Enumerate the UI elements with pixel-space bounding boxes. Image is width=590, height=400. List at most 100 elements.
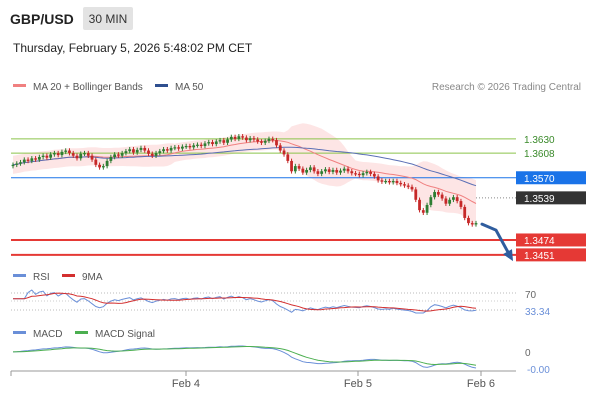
candle-body-30: [124, 151, 128, 154]
symbol-title: GBP/USD: [10, 11, 74, 27]
candle-body-90: [350, 171, 354, 174]
candle-body-14: [64, 150, 68, 152]
candle-body-41: [165, 149, 169, 151]
candle-body-53: [211, 142, 214, 145]
candle-body-17: [75, 155, 79, 159]
candle-body-42: [169, 147, 173, 151]
candle-body-21: [90, 155, 94, 160]
forecast-arrow: [480, 222, 513, 262]
candle-body-104: [403, 184, 406, 186]
candle-body-84: [327, 169, 331, 172]
candle-body-92: [357, 173, 361, 176]
rsi-tick-value: 33.34: [525, 307, 550, 318]
candle-body-72: [282, 150, 286, 155]
candle-body-70: [275, 140, 278, 146]
candle-body-39: [158, 151, 162, 154]
candle-body-62: [244, 137, 248, 141]
candle-body-65: [256, 139, 260, 142]
candle-body-28: [116, 154, 120, 156]
candle-body-18: [79, 153, 83, 159]
level-tag-bg-2: [516, 171, 586, 185]
candle-body-54: [214, 141, 218, 145]
candle-body-77: [301, 168, 305, 173]
candle-body-76: [297, 166, 301, 169]
ma50-legend-swatch: [155, 84, 168, 87]
macd-tick-zero: 0: [525, 348, 531, 359]
macd-legend-swatch: [13, 331, 26, 334]
candle-body-113: [436, 192, 440, 195]
level-tag-label-0: 1.3630: [524, 135, 555, 146]
level-tag-label-3: 1.3539: [524, 194, 555, 205]
candle-body-89: [346, 168, 350, 172]
forecast-arrow-line: [480, 222, 510, 254]
x-tick-label-0: Feb 4: [172, 378, 200, 390]
candle-body-108: [418, 199, 421, 211]
candle-body-101: [391, 181, 395, 183]
candle-body-51: [203, 143, 207, 147]
candle-body-105: [406, 185, 410, 187]
candle-body-94: [365, 171, 369, 174]
candle-body-98: [380, 180, 384, 182]
candle-body-9: [45, 155, 49, 158]
candle-body-44: [177, 147, 181, 149]
candle-body-16: [71, 153, 75, 156]
candle-body-95: [369, 171, 373, 174]
candle-body-87: [339, 170, 342, 173]
candle-body-103: [399, 182, 403, 185]
macd-tick-value: -0.00: [527, 365, 550, 376]
candle-body-83: [324, 169, 327, 172]
macd-lines: [12, 345, 477, 369]
candle-body-48: [192, 145, 196, 148]
ma50-line: [12, 146, 477, 187]
candle-body-7: [37, 157, 41, 160]
candle-body-96: [372, 173, 376, 177]
candle-body-63: [248, 138, 252, 141]
candle-body-23: [98, 164, 101, 168]
level-tag-bg-5: [516, 248, 586, 262]
bollinger-bands: [13, 123, 476, 227]
candle-body-80: [312, 167, 316, 172]
candle-body-8: [41, 155, 45, 158]
candle-body-26: [109, 157, 113, 161]
candle-body-55: [218, 140, 222, 142]
candle-body-15: [68, 150, 71, 154]
candle-body-85: [331, 169, 335, 172]
candle-body-110: [425, 204, 429, 213]
candle-body-69: [271, 138, 275, 141]
candle-body-68: [267, 138, 271, 141]
candle-body-32: [132, 149, 135, 153]
candle-body-107: [414, 189, 418, 200]
datetime-label: Thursday, February 5, 2026 5:48:02 PM CE…: [13, 41, 253, 55]
candle-body-1: [15, 163, 19, 165]
candle-body-13: [60, 151, 64, 156]
macd-line: [12, 345, 477, 369]
candle-body-114: [440, 194, 444, 199]
level-tag-bg-4: [516, 233, 586, 247]
candle-body-73: [286, 154, 290, 161]
candle-body-120: [463, 206, 467, 218]
rsi-lines: [13, 289, 477, 314]
level-tag-label-1: 1.3608: [524, 149, 555, 160]
moving-averages: [12, 139, 477, 204]
candle-body-19: [83, 153, 86, 155]
candle-body-40: [162, 149, 165, 152]
candle-body-74: [290, 160, 293, 172]
ma20-legend-label: MA 20 + Bollinger Bands: [33, 82, 143, 93]
candle-body-37: [150, 153, 154, 156]
level-tag-label-2: 1.3570: [524, 174, 555, 185]
candle-body-52: [207, 142, 211, 144]
candle-body-111: [429, 197, 433, 205]
level-tag-label-4: 1.3474: [524, 236, 555, 247]
candle-body-5: [30, 158, 34, 161]
bollinger-band-area: [13, 123, 476, 227]
macd-signal-legend-label: MACD Signal: [95, 329, 155, 340]
macd-signal-legend-swatch: [75, 331, 88, 334]
candle-body-78: [305, 169, 309, 173]
candle-body-25: [105, 160, 109, 167]
candle-body-6: [34, 158, 37, 160]
candle-body-57: [226, 139, 229, 143]
candle-body-116: [448, 199, 452, 204]
candle-body-24: [101, 166, 105, 168]
rsi-ma-legend-label: 9MA: [82, 272, 103, 283]
